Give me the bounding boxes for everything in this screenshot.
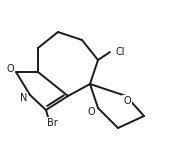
Text: O: O bbox=[87, 107, 95, 117]
Text: O: O bbox=[6, 64, 14, 74]
Text: Cl: Cl bbox=[116, 47, 125, 57]
Text: N: N bbox=[20, 93, 28, 103]
Text: O: O bbox=[123, 96, 131, 106]
Text: Br: Br bbox=[47, 118, 57, 128]
